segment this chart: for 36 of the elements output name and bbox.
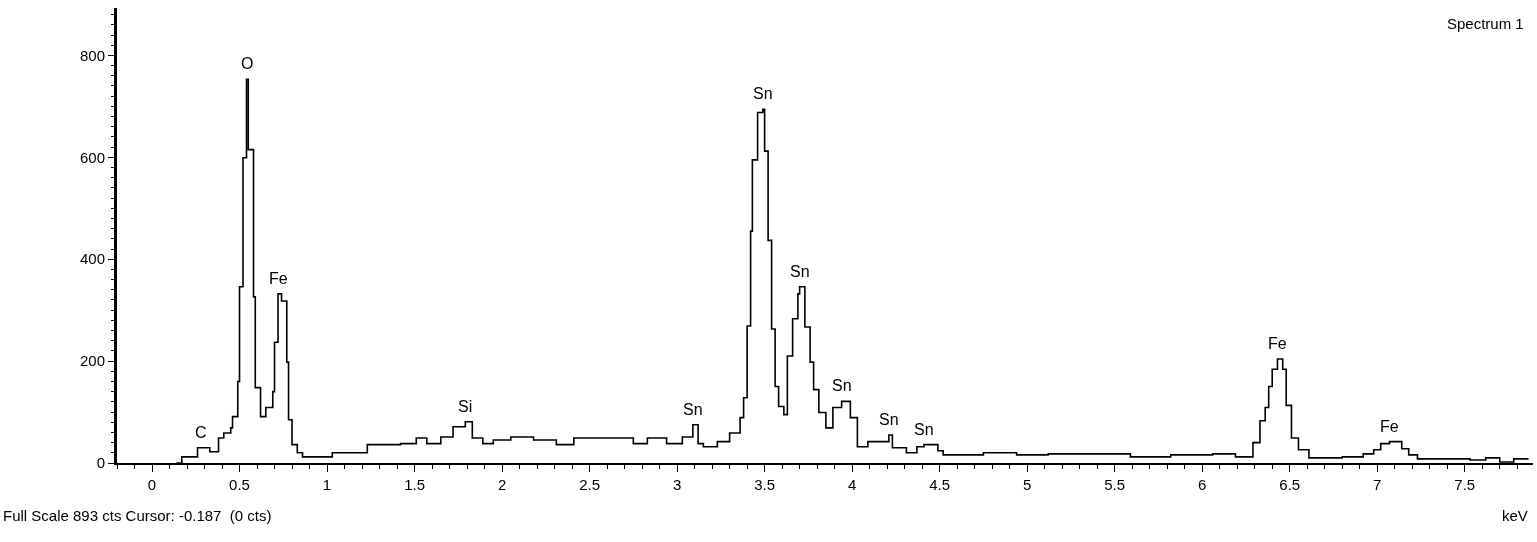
x-tick-label: 1 [322, 476, 332, 493]
annotation: Sn [914, 421, 934, 438]
x-tick-label: 2 [497, 476, 507, 493]
y-tick-label: 200 [79, 352, 105, 370]
annotation: Sn [879, 411, 899, 428]
x-tick-label: 7.5 [1454, 476, 1476, 493]
annotation: Fe [269, 270, 288, 287]
x-axis-title: keV [1502, 507, 1528, 524]
annotation: Fe [1268, 335, 1287, 352]
x-tick-label: 2.5 [579, 476, 601, 493]
annotation: Spectrum 1 [1447, 15, 1524, 32]
annotation: Sn [832, 377, 852, 394]
annotation: Sn [683, 401, 703, 418]
x-tick-label: 4 [847, 476, 857, 493]
y-tick-label: 800 [79, 46, 105, 64]
x-tick-label: 6.5 [1279, 476, 1301, 493]
annotation: O [241, 55, 254, 72]
annotation: Fe [1380, 418, 1399, 435]
x-tick-label: 7 [1373, 476, 1382, 493]
annotation: C [195, 424, 207, 441]
x-tick-label: 6 [1198, 476, 1207, 493]
x-tick-label: 0 [147, 476, 157, 493]
y-tick-label: 0 [96, 454, 105, 472]
x-tick-label: 3.5 [754, 476, 776, 493]
y-tick-label: 400 [79, 250, 105, 268]
x-tick-label: 5.5 [1104, 476, 1126, 493]
annotation: Sn [790, 263, 810, 280]
annotation: Sn [753, 85, 773, 102]
x-tick-label: 1.5 [404, 476, 425, 493]
annotation: Si [458, 398, 473, 415]
x-tick-label: 0.5 [229, 476, 250, 493]
x-tick-label: 3 [672, 476, 682, 493]
x-tick-label: 4.5 [929, 476, 951, 493]
text: Full Scale 893 cts Cursor: -0.187 (0 cts) [3, 507, 272, 524]
x-tick-label: 5 [1022, 476, 1032, 493]
y-tick-label: 600 [79, 148, 105, 166]
